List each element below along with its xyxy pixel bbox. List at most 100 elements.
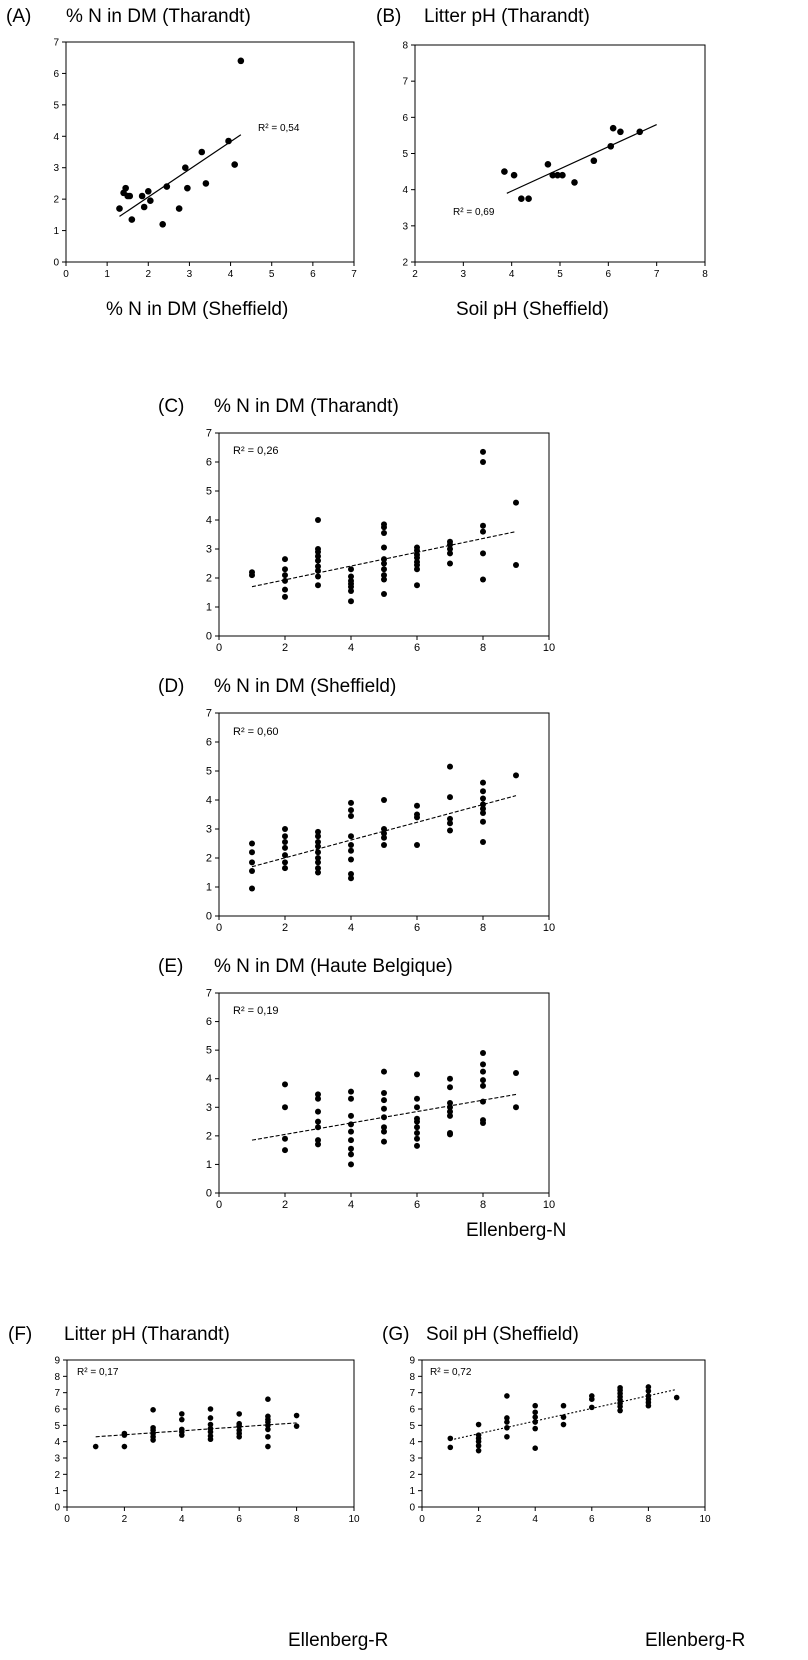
data-point (532, 1409, 538, 1416)
data-point (265, 1433, 271, 1440)
data-point (480, 801, 486, 808)
r-squared-label: R² = 0,19 (233, 1005, 279, 1017)
x-tick-label: 0 (63, 269, 69, 280)
data-point (414, 566, 420, 573)
x-tick-label: 4 (532, 1514, 538, 1525)
plot-svg-e: 0 2 4 6 8 10 0 1 2 3 4 5 6 7 R² = 0,19 (206, 988, 555, 1212)
x-axis-label-e: Ellenberg-N (466, 1220, 567, 1241)
plot-svg-a: 0 1 2 3 4 5 6 7 0 1 2 3 4 5 6 7 R² = 0,54 (53, 38, 357, 281)
x-tick-label: 7 (351, 269, 357, 280)
scatter-panel-f: 0 2 4 6 8 10 0 1 2 3 4 5 6 7 8 9 R² = 0,17 (F) Litter pH… (0, 1318, 404, 1660)
y-tick-label: 7 (402, 77, 408, 88)
data-point (202, 180, 210, 187)
y-tick-label: 4 (402, 185, 408, 196)
data-point (480, 1082, 486, 1089)
x-tick-label: 6 (414, 1199, 420, 1211)
data-point (475, 1432, 482, 1438)
data-point (381, 521, 387, 528)
data-point (381, 560, 387, 567)
data-point (236, 1427, 242, 1434)
plot-svg-c: 0 2 4 6 8 10 0 1 2 3 4 5 6 7 R² = 0,26 (206, 428, 555, 655)
data-point (504, 1393, 510, 1399)
data-point (381, 572, 387, 579)
data-point (560, 1414, 567, 1420)
data-point (116, 205, 123, 212)
data-point (282, 1104, 288, 1111)
data-point (265, 1396, 271, 1402)
data-point (147, 197, 154, 205)
data-point (504, 1419, 510, 1425)
data-point (447, 794, 453, 801)
data-point (480, 550, 486, 557)
r-squared-label: R² = 0,60 (233, 726, 279, 738)
data-point (414, 1124, 420, 1131)
data-point (381, 1097, 387, 1104)
data-point (532, 1419, 538, 1425)
data-point (414, 802, 420, 809)
data-point (414, 1104, 420, 1111)
data-point (207, 1415, 214, 1421)
y-tick-label: 0 (53, 258, 59, 269)
data-point (282, 1135, 288, 1142)
x-tick-label: 4 (348, 1199, 354, 1211)
data-point (414, 551, 420, 558)
data-point (150, 1424, 156, 1431)
y-tick-label: 5 (206, 1045, 212, 1057)
data-point (282, 859, 288, 866)
x-tick-label: 2 (122, 1514, 128, 1525)
data-point (544, 161, 552, 168)
y-tick-label: 2 (402, 258, 408, 269)
data-point (315, 1137, 321, 1144)
y-tick-label: 6 (206, 737, 212, 749)
data-point (126, 192, 134, 200)
trend-line (119, 134, 242, 217)
data-point (282, 1081, 288, 1088)
panel-label-f: (F) (8, 1324, 33, 1345)
data-point (480, 459, 486, 465)
data-point (447, 1075, 453, 1082)
y-tick-label: 5 (53, 100, 59, 111)
scatter-panel-c: 0 2 4 6 8 10 0 1 2 3 4 5 6 7 R² = 0,26 (C) % N in DM (… (0, 390, 808, 670)
data-point (480, 522, 486, 529)
data-point (513, 1070, 519, 1076)
y-tick-label: 0 (409, 1503, 415, 1514)
data-point (348, 1151, 354, 1158)
data-point (282, 593, 288, 600)
data-point (182, 164, 189, 172)
y-tick-label: 6 (206, 1016, 212, 1028)
data-point (348, 799, 354, 806)
x-tick-label: 8 (480, 1199, 486, 1211)
y-tick-label: 8 (402, 41, 408, 52)
plot-frame (65, 41, 355, 263)
x-tick-label: 2 (476, 1514, 482, 1525)
data-point (381, 576, 387, 583)
x-tick-label: 1 (104, 269, 110, 280)
data-point (249, 868, 255, 875)
data-point (447, 1104, 453, 1111)
data-point (381, 1068, 387, 1075)
data-point (348, 870, 354, 877)
data-point (532, 1425, 538, 1432)
data-point (282, 572, 288, 579)
data-point (414, 841, 420, 848)
data-point (414, 1142, 420, 1149)
x-tick-label: 0 (216, 1199, 222, 1211)
r-squared-label: R² = 0,26 (233, 445, 279, 457)
data-point (381, 830, 387, 837)
data-point (163, 183, 171, 190)
plot-svg-f: 0 2 4 6 8 10 0 1 2 3 4 5 6 7 8 9 R² = 0,17 (54, 1356, 360, 1526)
y-tick-label: 9 (54, 1356, 60, 1367)
y-tick-label: 4 (53, 132, 59, 143)
r-squared-label: R² = 0,17 (77, 1367, 119, 1378)
plot-svg-g: 0 2 4 6 8 10 0 1 2 3 4 5 6 7 8 9 R² = 0,72 (409, 1356, 711, 1526)
data-point (315, 855, 321, 861)
y-tick-label: 7 (206, 428, 212, 440)
data-point (447, 763, 453, 770)
scatter-panel-b: 2 3 4 5 6 7 8 2 3 4 5 6 7 8 R² = 0,69 (B) Litter pH (T… (370, 0, 808, 330)
data-point (447, 1100, 453, 1106)
data-point (414, 582, 420, 589)
data-point (315, 563, 321, 570)
data-point (532, 1414, 538, 1420)
data-point (128, 216, 136, 223)
data-point (381, 1128, 387, 1135)
